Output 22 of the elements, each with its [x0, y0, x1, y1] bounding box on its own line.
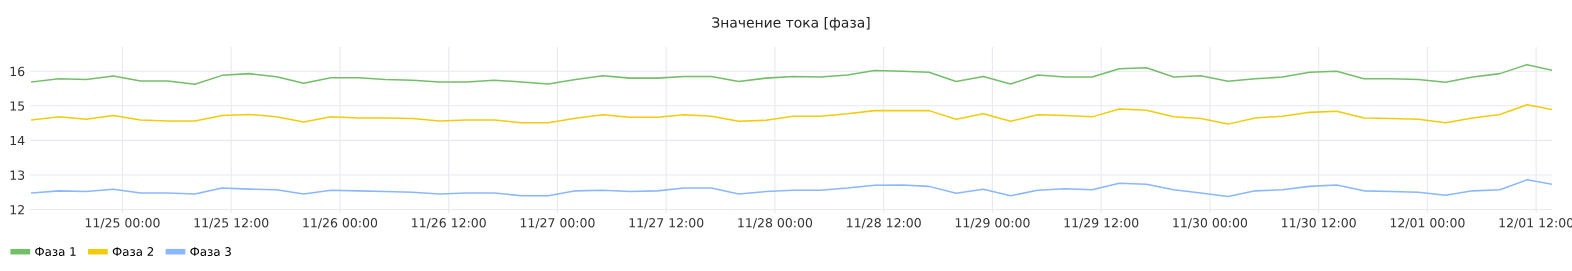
x-tick-label: 11/30 12:00: [1282, 218, 1356, 229]
x-tick-label: 11/26 00:00: [303, 218, 378, 229]
x-tick-label: 11/26 12:00: [412, 218, 486, 229]
x-tick-label: 11/28 00:00: [738, 218, 813, 229]
x-tick-label: 11/28 12:00: [847, 218, 921, 229]
x-tick-label: 11/30 00:00: [1173, 218, 1248, 229]
y-tick-label: 14: [10, 136, 25, 146]
x-tick-label: 11/27 12:00: [629, 218, 704, 229]
legend-label: Фаза 2: [112, 247, 154, 256]
x-tick-label: 11/29 12:00: [1064, 218, 1139, 229]
y-tick-label: 15: [10, 101, 25, 111]
legend-label: Фаза 1: [35, 247, 76, 256]
legend-label: Фаза 3: [190, 247, 231, 256]
x-tick-label: 11/25 00:00: [85, 218, 160, 229]
x-tick-label: 12/01 00:00: [1390, 218, 1465, 229]
x-tick-label: 11/25 12:00: [194, 218, 269, 229]
y-tick-label: 16: [10, 66, 25, 77]
chart-title: Значение тока [фаза]: [712, 17, 870, 31]
y-tick-label: 13: [10, 170, 25, 180]
x-tick-label: 11/29 00:00: [955, 218, 1030, 229]
y-tick-label: 12: [10, 205, 24, 215]
x-tick-label: 11/27 00:00: [520, 218, 595, 229]
